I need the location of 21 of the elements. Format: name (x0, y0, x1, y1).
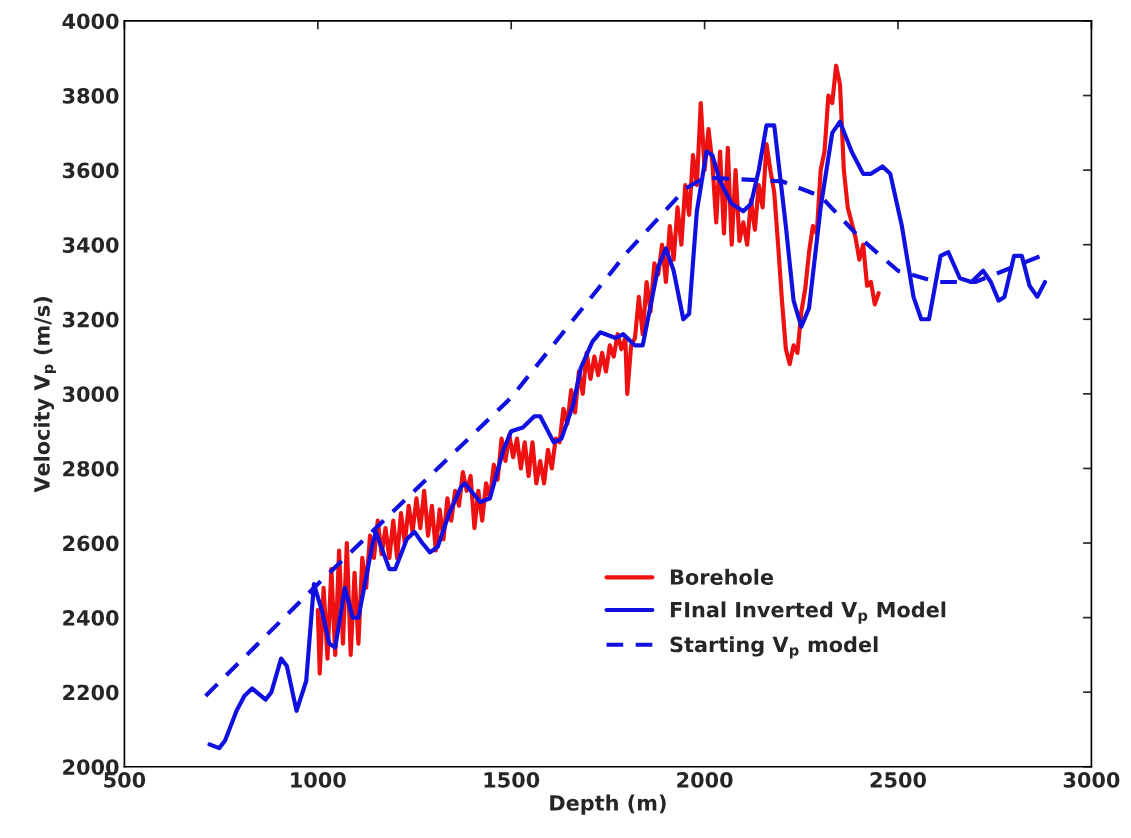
y-tick-label: 3400 (62, 237, 119, 253)
x-axis-title: Depth (m) (550, 794, 666, 815)
y-tick-label: 2800 (63, 460, 119, 477)
y-tick-label: 3200 (62, 311, 119, 328)
y-tick-label: 2600 (63, 535, 119, 552)
x-tick-label: 1500 (484, 772, 540, 788)
y-tick-label: 2400 (63, 610, 119, 626)
y-tick-label: 3000 (62, 386, 119, 403)
legend-label: Borehole (670, 568, 774, 585)
y-tick-label: 3800 (62, 87, 119, 104)
line-series (207, 119, 1048, 751)
x-tick-label: 2000 (677, 772, 733, 788)
y-tick-label: 2200 (63, 684, 119, 701)
x-tick-label: 1000 (291, 772, 346, 788)
y-tick-label: 3600 (62, 162, 119, 179)
x-tick-label: 2500 (870, 772, 927, 788)
legend-label: FInal Inverted V$_{p}$ Model (670, 601, 946, 624)
y-tick-label: 4000 (62, 13, 119, 30)
x-tick-label: 3000 (1063, 772, 1120, 788)
legend-label: Starting V$_{p}$ model (670, 636, 878, 659)
y-axis-title: Velocity V$_{p}$ (m/s) (33, 297, 56, 493)
